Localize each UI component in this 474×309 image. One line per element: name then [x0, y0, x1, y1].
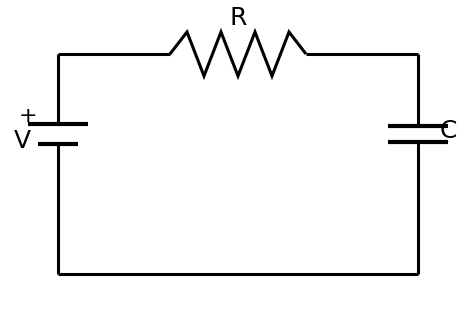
Text: C: C — [439, 119, 456, 143]
Text: +: + — [18, 106, 37, 126]
Text: R: R — [229, 6, 246, 30]
Text: V: V — [13, 129, 30, 153]
